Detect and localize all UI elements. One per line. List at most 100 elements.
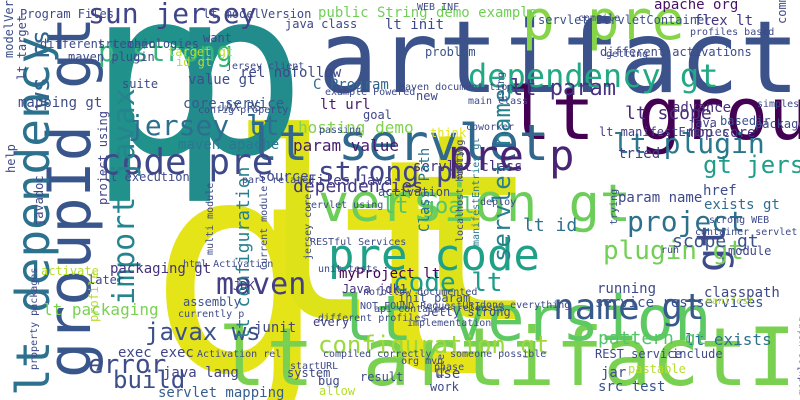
cloud-word: lt init [385, 17, 445, 33]
cloud-word: Files Java [308, 173, 393, 189]
cloud-word: pre code [328, 230, 540, 281]
cloud-word: compile [578, 13, 621, 24]
cloud-word: different activations [600, 45, 752, 59]
cloud-word: lt param [510, 76, 616, 101]
cloud-word: lt url [320, 97, 371, 113]
cloud-word: javax ws [145, 318, 261, 346]
cloud-word: lt execution [103, 170, 190, 184]
cloud-word: different technologies [40, 37, 199, 51]
cloud-word: code lt [393, 268, 503, 298]
cloud-word: command line [775, 0, 789, 24]
cloud-word: later [88, 273, 125, 287]
cloud-word: packaging gt [110, 261, 212, 277]
cloud-word: java [688, 116, 717, 130]
cloud-word: core service [183, 96, 285, 112]
cloud-word: strong WEB [709, 215, 770, 226]
cloud-word: unit tests [318, 264, 379, 275]
cloud-word: api container [374, 304, 453, 315]
cloud-word: servlet ServletContainer [538, 13, 712, 27]
cloud-word: build [113, 366, 186, 394]
cloud-word: compiled correctly [323, 349, 432, 360]
cloud-word: trying [609, 188, 620, 225]
cloud-word: gt [148, 95, 510, 400]
cloud-word: startURL [290, 361, 339, 372]
cloud-word: activation [378, 185, 451, 199]
cloud-word: lt goal [382, 194, 475, 219]
cloud-word: use [435, 366, 461, 382]
cloud-word: lt exists [685, 330, 772, 349]
cloud-word: entry [454, 149, 465, 180]
cloud-word: someone possible [450, 349, 547, 360]
cloud-word: Maven documentation [399, 82, 514, 93]
cloud-word: system [287, 366, 331, 380]
cloud-word: manifest [706, 296, 755, 307]
cloud-word: init param [398, 291, 471, 305]
cloud-word: java class [285, 17, 358, 31]
cloud-word: p [88, 0, 227, 208]
cloud-word: lt manifestEntries [599, 125, 730, 139]
cloud-word: include [672, 347, 723, 361]
cloud-word: configuration gt [318, 331, 550, 359]
cloud-word: exec exec [118, 345, 194, 361]
cloud-word: result [360, 370, 404, 384]
cloud-word: name gt [553, 287, 705, 328]
cloud-word: myProject lt [339, 266, 441, 282]
cloud-word: every [313, 315, 350, 329]
cloud-word: servlet using [305, 200, 384, 211]
cloud-word: artifactId [318, 0, 800, 116]
cloud-word: implementation [407, 318, 492, 329]
cloud-word: getting [606, 49, 649, 60]
cloud-word: running [597, 281, 657, 297]
cloud-word: p [168, 0, 307, 208]
cloud-word: classpath [704, 285, 780, 301]
cloud-word: problem [425, 45, 476, 59]
cloud-word: assembly [183, 295, 241, 309]
cloud-word: currently p [178, 309, 245, 320]
cloud-word: different profiles [318, 313, 427, 324]
cloud-word: new [416, 89, 438, 103]
cloud-word: href [703, 183, 737, 199]
cloud-word: lt plugin [613, 127, 765, 160]
cloud-word: property packages [29, 267, 40, 370]
cloud-word: src main [98, 37, 156, 51]
cloud-word: lt modelVersion [203, 7, 312, 21]
cloud-word: scope gt [672, 231, 759, 252]
cloud-word: service restservices [595, 295, 764, 311]
cloud-word: lt version [338, 282, 712, 355]
cloud-word: gt jersey [703, 151, 800, 179]
cloud-word: jersey client [226, 61, 305, 72]
cloud-word: pastable [628, 362, 686, 376]
cloud-word: maven plugin [68, 50, 155, 64]
cloud-word: config property [198, 105, 289, 116]
cloud-word: pattern gt [598, 328, 707, 349]
cloud-word: lt [228, 79, 542, 381]
cloud-word: think [430, 126, 467, 140]
cloud-word: maven apache [178, 137, 280, 153]
cloud-word: basedir [720, 114, 771, 128]
cloud-word: REST service [595, 347, 682, 361]
cloud-word: work [430, 380, 459, 394]
cloud-word: Jetty strong [424, 305, 511, 319]
cloud-word: project [627, 205, 746, 238]
cloud-word: Program Files [20, 7, 114, 21]
cloud-word: manifestEntries gt [471, 137, 482, 246]
cloud-word: param name [618, 190, 703, 206]
cloud-word: lt groupId [508, 72, 800, 156]
cloud-word: goal [363, 108, 392, 122]
cloud-word: help [4, 144, 18, 173]
cloud-word: C Program [313, 77, 389, 93]
cloud-word: maven [216, 267, 307, 302]
cloud-word: want [203, 31, 232, 45]
cloud-word: releases [457, 303, 506, 314]
cloud-word: public String demo example [318, 5, 538, 21]
cloud-word: junit [254, 320, 297, 336]
cloud-word: src test [598, 379, 666, 395]
cloud-word: org mvn [401, 356, 444, 367]
cloud-word: lt servlet [248, 114, 550, 172]
cloud-word: container servlet [695, 227, 798, 238]
cloud-word: strong p [318, 155, 453, 188]
cloud-word: module [728, 244, 772, 258]
cloud-word: suite [122, 77, 159, 91]
cloud-word: p pre [522, 0, 685, 52]
